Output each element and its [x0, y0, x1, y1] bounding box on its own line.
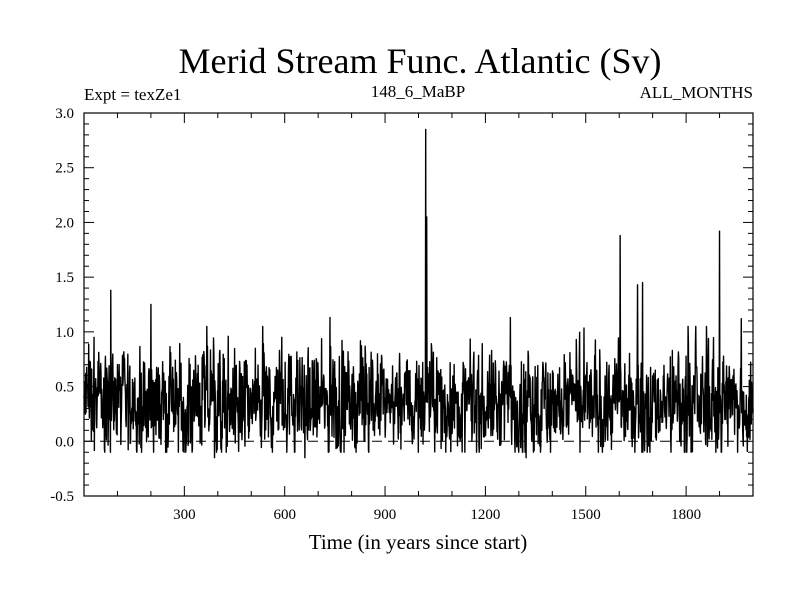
y-tick-label: 0.5	[55, 380, 74, 396]
axis-ticks: 300 600 900 1200 1500 1800 -0.5 0.0 0.5 1.0 1.5 2.0…	[50, 106, 753, 523]
y-tick-label: 0.0	[55, 434, 74, 450]
y-tick-label: 2.0	[55, 215, 74, 231]
y-tick-label: 2.5	[55, 161, 74, 177]
x-tick-label: 900	[374, 507, 397, 523]
y-tick-label: 1.5	[55, 270, 74, 286]
x-tick-label: 600	[273, 507, 296, 523]
subtitle-dataset: 148_6_MaBP	[371, 82, 465, 101]
x-tick-label: 1200	[470, 507, 500, 523]
plot-area: 300 600 900 1200 1500 1800 -0.5 0.0 0.5 1.0 1.5 2.0…	[50, 106, 754, 523]
x-tick-label: 1800	[671, 507, 701, 523]
x-tick-label: 300	[173, 507, 196, 523]
x-tick-label: 1500	[571, 507, 601, 523]
y-tick-label: 3.0	[55, 106, 74, 122]
y-tick-label: -0.5	[50, 489, 74, 505]
series-line	[83, 128, 754, 459]
subtitle-experiment: Expt = texZe1	[84, 85, 181, 104]
x-axis-label: Time (in years since start)	[309, 530, 528, 554]
y-tick-label: 1.0	[55, 325, 74, 341]
chart-title: Merid Stream Func. Atlantic (Sv)	[179, 41, 662, 81]
subtitle-months: ALL_MONTHS	[640, 83, 753, 102]
